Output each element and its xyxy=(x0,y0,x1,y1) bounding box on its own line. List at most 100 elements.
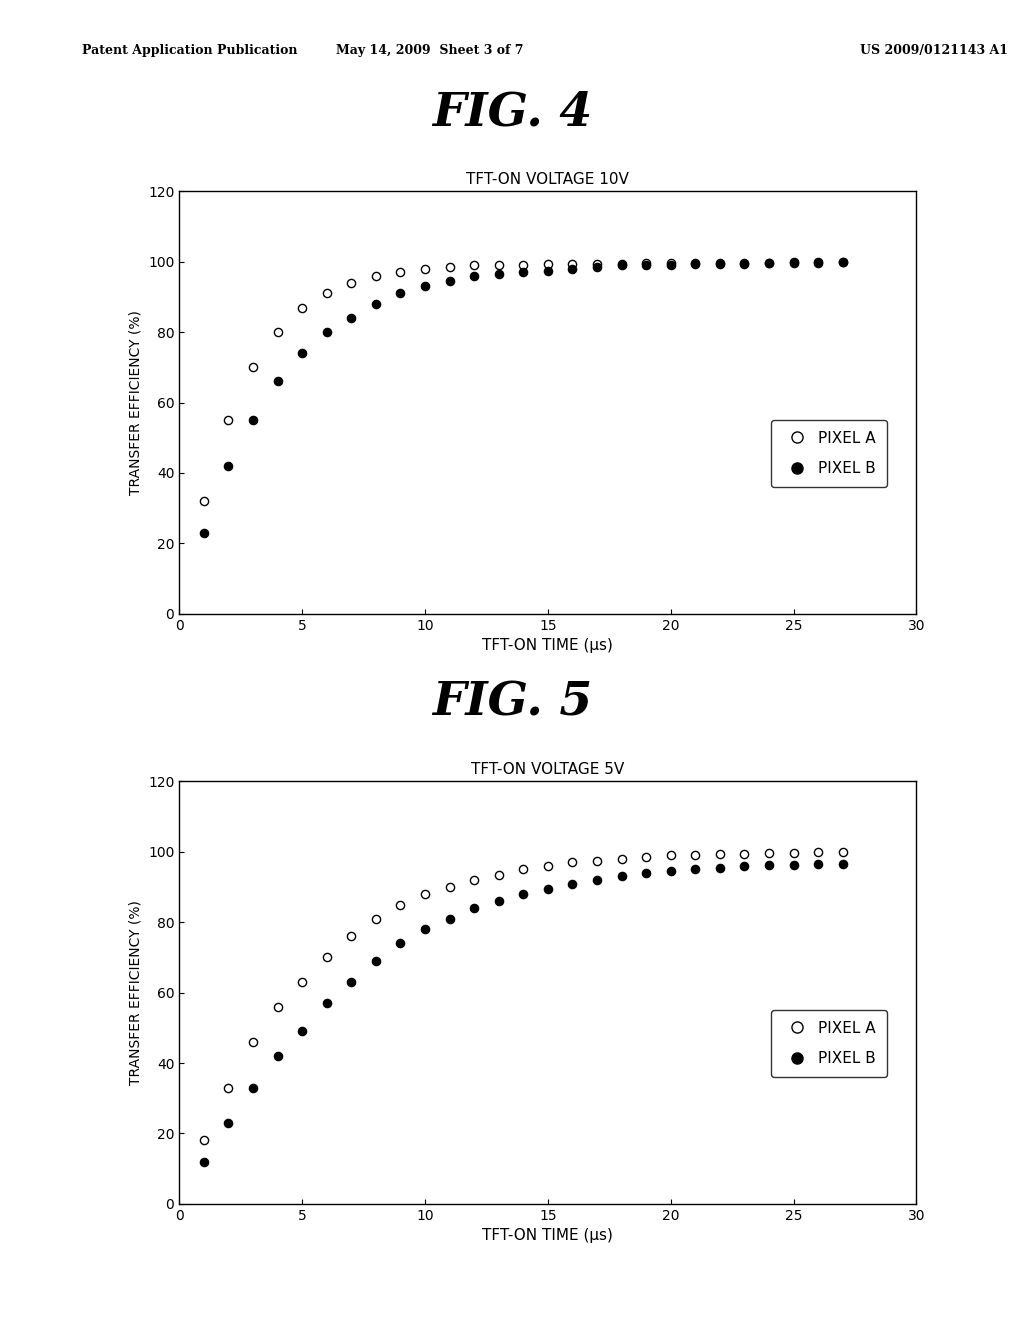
Point xyxy=(392,894,409,915)
Point xyxy=(343,272,359,293)
Point xyxy=(269,322,286,343)
Point xyxy=(269,371,286,392)
Point xyxy=(589,253,605,275)
Point xyxy=(638,862,654,883)
Point xyxy=(368,293,384,314)
Point xyxy=(294,972,310,993)
Y-axis label: TRANSFER EFFICIENCY (%): TRANSFER EFFICIENCY (%) xyxy=(128,310,142,495)
Point xyxy=(417,919,433,940)
Point xyxy=(540,253,556,275)
Point xyxy=(736,855,753,876)
Point xyxy=(564,259,581,280)
Point xyxy=(736,253,753,275)
Point xyxy=(540,260,556,281)
Point xyxy=(220,455,237,477)
Point xyxy=(663,861,679,882)
Point xyxy=(196,1130,212,1151)
Text: May 14, 2009  Sheet 3 of 7: May 14, 2009 Sheet 3 of 7 xyxy=(336,44,524,57)
Point xyxy=(269,997,286,1018)
Point xyxy=(490,255,507,276)
Point xyxy=(564,851,581,873)
Point xyxy=(417,276,433,297)
Point xyxy=(712,843,728,865)
Point xyxy=(613,849,630,870)
Point xyxy=(392,933,409,954)
Point xyxy=(343,308,359,329)
Point xyxy=(294,1020,310,1041)
Y-axis label: TRANSFER EFFICIENCY (%): TRANSFER EFFICIENCY (%) xyxy=(128,900,142,1085)
Point xyxy=(613,255,630,276)
Point xyxy=(810,854,826,875)
Point xyxy=(687,859,703,880)
Point xyxy=(785,252,802,273)
Point xyxy=(368,265,384,286)
X-axis label: TFT-ON TIME (μs): TFT-ON TIME (μs) xyxy=(482,638,613,653)
Point xyxy=(540,878,556,899)
Point xyxy=(245,409,261,430)
Point xyxy=(343,972,359,993)
Point xyxy=(515,253,531,275)
Point xyxy=(663,252,679,273)
Legend: PIXEL A, PIXEL B: PIXEL A, PIXEL B xyxy=(771,1010,887,1077)
Point xyxy=(515,883,531,904)
Point xyxy=(196,1151,212,1172)
Point xyxy=(196,523,212,544)
Point xyxy=(638,255,654,276)
Point xyxy=(220,1077,237,1098)
Point xyxy=(564,873,581,894)
Point xyxy=(490,865,507,886)
Point xyxy=(269,1045,286,1067)
Point xyxy=(835,841,851,862)
Point xyxy=(835,252,851,273)
Point xyxy=(589,850,605,871)
Point xyxy=(613,253,630,275)
Point xyxy=(835,252,851,273)
Point xyxy=(687,253,703,275)
Point xyxy=(761,252,777,273)
Point xyxy=(785,842,802,863)
Point xyxy=(417,259,433,280)
Text: Patent Application Publication: Patent Application Publication xyxy=(82,44,297,57)
Point xyxy=(663,253,679,275)
Text: FIG. 4: FIG. 4 xyxy=(432,90,592,135)
Point xyxy=(294,297,310,318)
Point xyxy=(318,282,335,304)
Point xyxy=(515,261,531,282)
Point xyxy=(490,264,507,285)
Point xyxy=(589,256,605,277)
Point xyxy=(810,842,826,863)
Point xyxy=(736,843,753,865)
Point xyxy=(294,343,310,364)
Point xyxy=(368,908,384,929)
Point xyxy=(540,855,556,876)
Point xyxy=(835,853,851,874)
Point xyxy=(785,252,802,273)
Point xyxy=(441,271,458,292)
Point xyxy=(466,898,482,919)
Point xyxy=(245,1077,261,1098)
Point xyxy=(318,946,335,968)
Point xyxy=(343,925,359,946)
Point xyxy=(220,409,237,430)
Point xyxy=(441,908,458,929)
Point xyxy=(785,854,802,875)
Point xyxy=(466,255,482,276)
Point xyxy=(564,253,581,275)
Text: US 2009/0121143 A1: US 2009/0121143 A1 xyxy=(860,44,1009,57)
Point xyxy=(663,845,679,866)
Point xyxy=(318,993,335,1014)
Point xyxy=(712,253,728,275)
Point xyxy=(761,252,777,273)
Point xyxy=(466,265,482,286)
Point xyxy=(761,854,777,875)
Point xyxy=(589,870,605,891)
Title: TFT-ON VOLTAGE 5V: TFT-ON VOLTAGE 5V xyxy=(471,763,625,777)
Point xyxy=(245,1031,261,1052)
Point xyxy=(368,950,384,972)
Point xyxy=(417,883,433,904)
Point xyxy=(245,356,261,378)
Point xyxy=(638,846,654,867)
Point xyxy=(687,843,703,865)
Point xyxy=(196,491,212,512)
Point xyxy=(810,252,826,273)
